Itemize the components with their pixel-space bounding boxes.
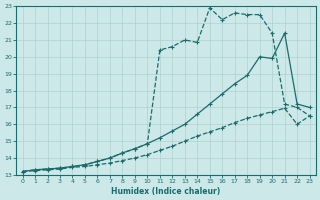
X-axis label: Humidex (Indice chaleur): Humidex (Indice chaleur) [111,187,221,196]
